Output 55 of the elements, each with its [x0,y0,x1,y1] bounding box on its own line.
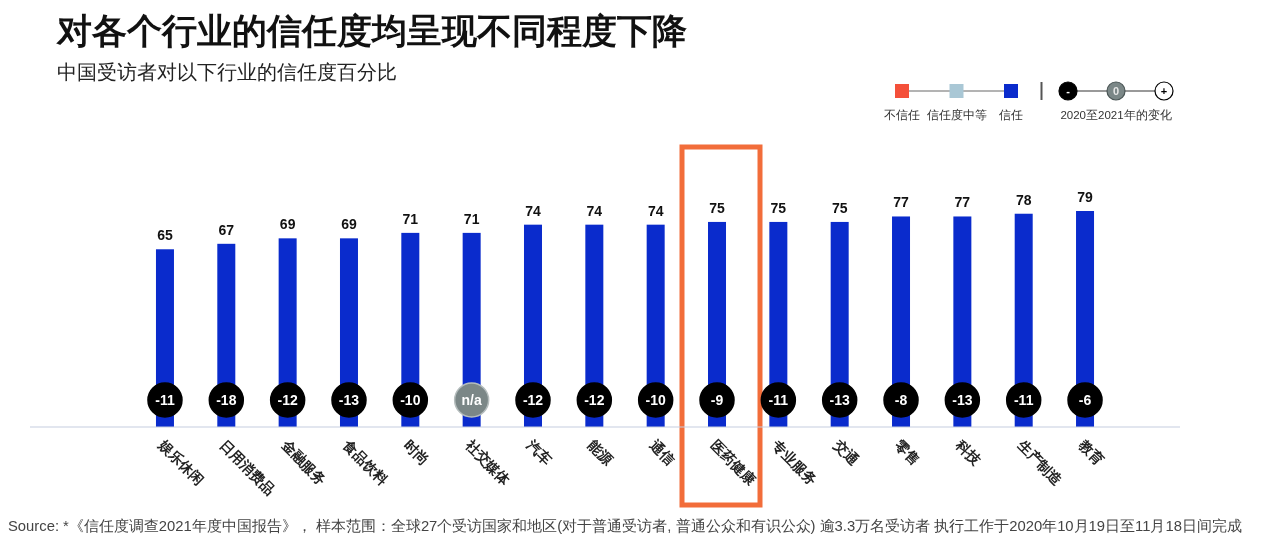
legend-label: 不信任 [884,109,920,121]
data-label: 75 [831,199,848,216]
annotation: -11 [768,392,789,408]
legend-label: 信任度中等 [926,108,987,121]
data-label: 67 [218,221,235,238]
annotation: -9 [710,392,724,408]
x-tick-label: 汽车 [523,436,555,468]
annotation: -12 [277,392,298,408]
x-tick-label: 时尚 [401,436,433,468]
annotation: -12 [522,392,544,408]
x-tick-label: 交通 [829,436,863,469]
data-label: 75 [770,199,787,216]
data-label: 71 [463,210,480,227]
x-tick-label: 科技 [952,436,986,469]
x-tick-label: 医药健康 [707,436,760,489]
x-tick-label: 教育 [1075,436,1108,468]
annotation: -13 [338,392,360,408]
data-label: 69 [279,216,296,233]
x-tick-label: 生产制造 [1013,436,1067,489]
annotation: -11 [1013,392,1034,408]
annotation: n/a [461,392,482,408]
x-tick-label: 专业服务 [768,436,821,488]
data-label: 79 [1077,189,1093,205]
change-legend: - 0 + 2020至2021年的变化 [1058,81,1174,121]
data-label: 75 [709,199,725,216]
x-tick-label: 能源 [585,436,618,469]
annotation: -18 [216,392,237,408]
title: 对各个行业的信任度均呈现不同程度下降 [57,11,687,50]
source: Source: *《信任度调查2021年度中国报告》， 样本范围：全球27个受访国家和地区(对于普通受访者, 普通公众和有识公众) 逾3.3万名受访者 执行工作于2020年10月19日至11月18日间完成 [8,518,1242,534]
data-label: 77 [893,194,909,211]
annotation: -13 [952,392,973,408]
annotation: -12 [584,392,605,408]
data-label: 74 [586,202,603,219]
x-tick-label: 日用消费品 [217,436,278,498]
x-tick-label: 零售 [891,436,924,468]
data-label: 69 [341,216,357,233]
x-tick-label: 通信 [645,436,678,468]
annotation: -10 [400,392,421,408]
annotation: -8 [894,392,908,408]
annotation: -10 [645,392,666,408]
data-label: 71 [402,210,419,227]
x-tick-label: 社交媒体 [461,436,515,489]
data-label: 74 [647,202,664,219]
annotation: -6 [1078,392,1092,408]
legend-label: 信任 [999,109,1023,121]
annotation: -13 [829,392,851,408]
data-label: 65 [157,227,173,244]
x-tick-label: 食品饮料 [339,436,391,488]
x-tick-label: 金融服务 [277,436,330,488]
subtitle: 中国受访者对以下行业的信任度百分比 [57,61,397,83]
data-label: 78 [1015,191,1032,208]
annotation: -11 [155,392,175,408]
data-label: 74 [525,202,541,219]
x-tick-label: 娱乐休闲 [155,436,207,488]
data-label: 77 [954,194,971,211]
